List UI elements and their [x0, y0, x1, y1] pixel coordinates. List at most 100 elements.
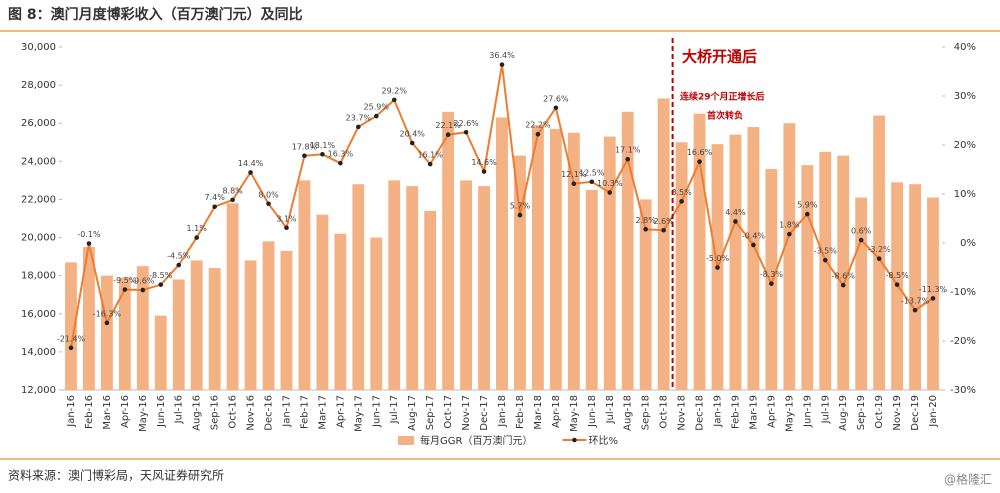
value-label: 5.7%: [510, 202, 531, 211]
y2-tick-label: 0%: [960, 238, 976, 249]
bar: [801, 165, 814, 390]
bar: [621, 111, 634, 391]
value-label: -21.4%: [57, 334, 86, 343]
x-tick-label: Jul-16: [174, 395, 185, 424]
x-tick-label: Feb-17: [299, 395, 310, 429]
bar: [873, 115, 886, 390]
marker: [715, 265, 720, 270]
bar: [442, 111, 455, 391]
marker: [230, 197, 235, 203]
x-tick-label: Jan-17: [281, 395, 292, 428]
marker: [876, 256, 882, 261]
value-label: -4.5%: [167, 252, 191, 261]
value-label: -11.3%: [919, 285, 948, 294]
value-label: -16.3%: [93, 309, 122, 318]
bar: [352, 184, 365, 390]
marker: [427, 161, 433, 167]
y-tick-label: 16,000: [21, 309, 56, 320]
legend-swatch: [572, 437, 577, 443]
marker: [571, 181, 577, 187]
bar: [531, 125, 544, 390]
x-tick-label: Sep-18: [641, 395, 652, 430]
marker: [805, 211, 810, 217]
x-tick-label: May-17: [353, 395, 364, 432]
marker: [840, 282, 846, 288]
bar: [100, 275, 113, 390]
value-label: 25.9%: [364, 103, 390, 112]
annotation: 连续29个月正增长后: [680, 91, 765, 103]
x-tick-label: Aug-18: [623, 395, 634, 431]
x-tick-label: Jul-19: [820, 395, 831, 424]
bar: [675, 142, 688, 390]
x-tick-label: Dec-16: [264, 395, 275, 431]
x-tick-label: Nov-18: [677, 395, 688, 431]
marker: [104, 320, 110, 326]
value-label: 23.7%: [346, 113, 372, 122]
value-label: 16.3%: [328, 150, 354, 159]
value-label: 12.1%: [561, 170, 587, 179]
bar: [388, 180, 401, 390]
bar: [262, 241, 275, 390]
marker: [894, 282, 900, 287]
value-label: -3.5%: [814, 247, 838, 256]
marker: [787, 231, 792, 237]
value-label: 17.8%: [292, 142, 318, 151]
x-tick-label: Dec-18: [695, 395, 706, 431]
x-tick-label: Mar-17: [317, 395, 328, 430]
x-tick-label: Aug-16: [192, 395, 203, 431]
value-label: 16.1%: [417, 151, 443, 160]
value-label: 12.5%: [579, 168, 605, 177]
bar: [855, 197, 868, 390]
value-label: -8.3%: [760, 270, 784, 279]
value-label: 1.8%: [779, 221, 800, 230]
x-tick-label: Apr-19: [766, 395, 777, 428]
bar: [172, 279, 185, 390]
value-label: 10.3%: [597, 179, 623, 188]
marker: [158, 282, 164, 287]
marker: [481, 169, 487, 174]
bar: [316, 214, 329, 390]
x-tick-label: Mar-18: [533, 395, 544, 430]
marker: [338, 160, 343, 166]
x-tick-label: Oct-17: [443, 395, 454, 429]
y2-tick-label: 10%: [954, 189, 976, 200]
value-label: -3.2%: [868, 245, 892, 254]
marker: [68, 345, 74, 351]
bar: [514, 155, 526, 390]
value-label: 27.6%: [543, 94, 569, 103]
y-tick-label: 30,000: [21, 42, 56, 53]
x-tick-label: Nov-17: [461, 395, 472, 431]
y2-tick-label: -30%: [950, 385, 976, 396]
y-tick-label: 22,000: [21, 194, 56, 205]
y2-tick-label: 40%: [954, 42, 976, 53]
bar: [909, 184, 921, 390]
bar: [208, 268, 221, 390]
value-label: 22.2%: [525, 121, 551, 130]
bar: [136, 266, 149, 390]
y2-tick-label: -10%: [950, 287, 976, 298]
x-tick-label: Feb-19: [730, 395, 741, 429]
source: 资料来源：澳门博彩局，天风证券研究所: [8, 468, 224, 483]
legend-label: 每月GGR（百万澳门元）: [420, 434, 532, 447]
bar: [837, 155, 850, 390]
marker: [697, 159, 702, 164]
marker: [679, 199, 684, 204]
bar: [118, 277, 131, 390]
marker: [248, 170, 253, 175]
x-tick-label: Sep-16: [210, 395, 221, 430]
value-label: -8.5%: [149, 271, 173, 280]
value-label: 2.6%: [653, 217, 674, 226]
x-tick-label: Jan-16: [66, 395, 77, 428]
bar: [406, 186, 419, 390]
value-label: 20.4%: [399, 130, 425, 139]
marker: [769, 281, 774, 286]
y-tick-label: 24,000: [21, 156, 56, 167]
value-label: -8.6%: [832, 272, 856, 281]
marker: [751, 242, 756, 248]
marker: [661, 227, 666, 233]
x-tick-label: Feb-16: [84, 395, 95, 429]
value-label: 8.0%: [258, 190, 279, 199]
legend-swatch: [398, 436, 414, 445]
bar: [783, 123, 796, 390]
